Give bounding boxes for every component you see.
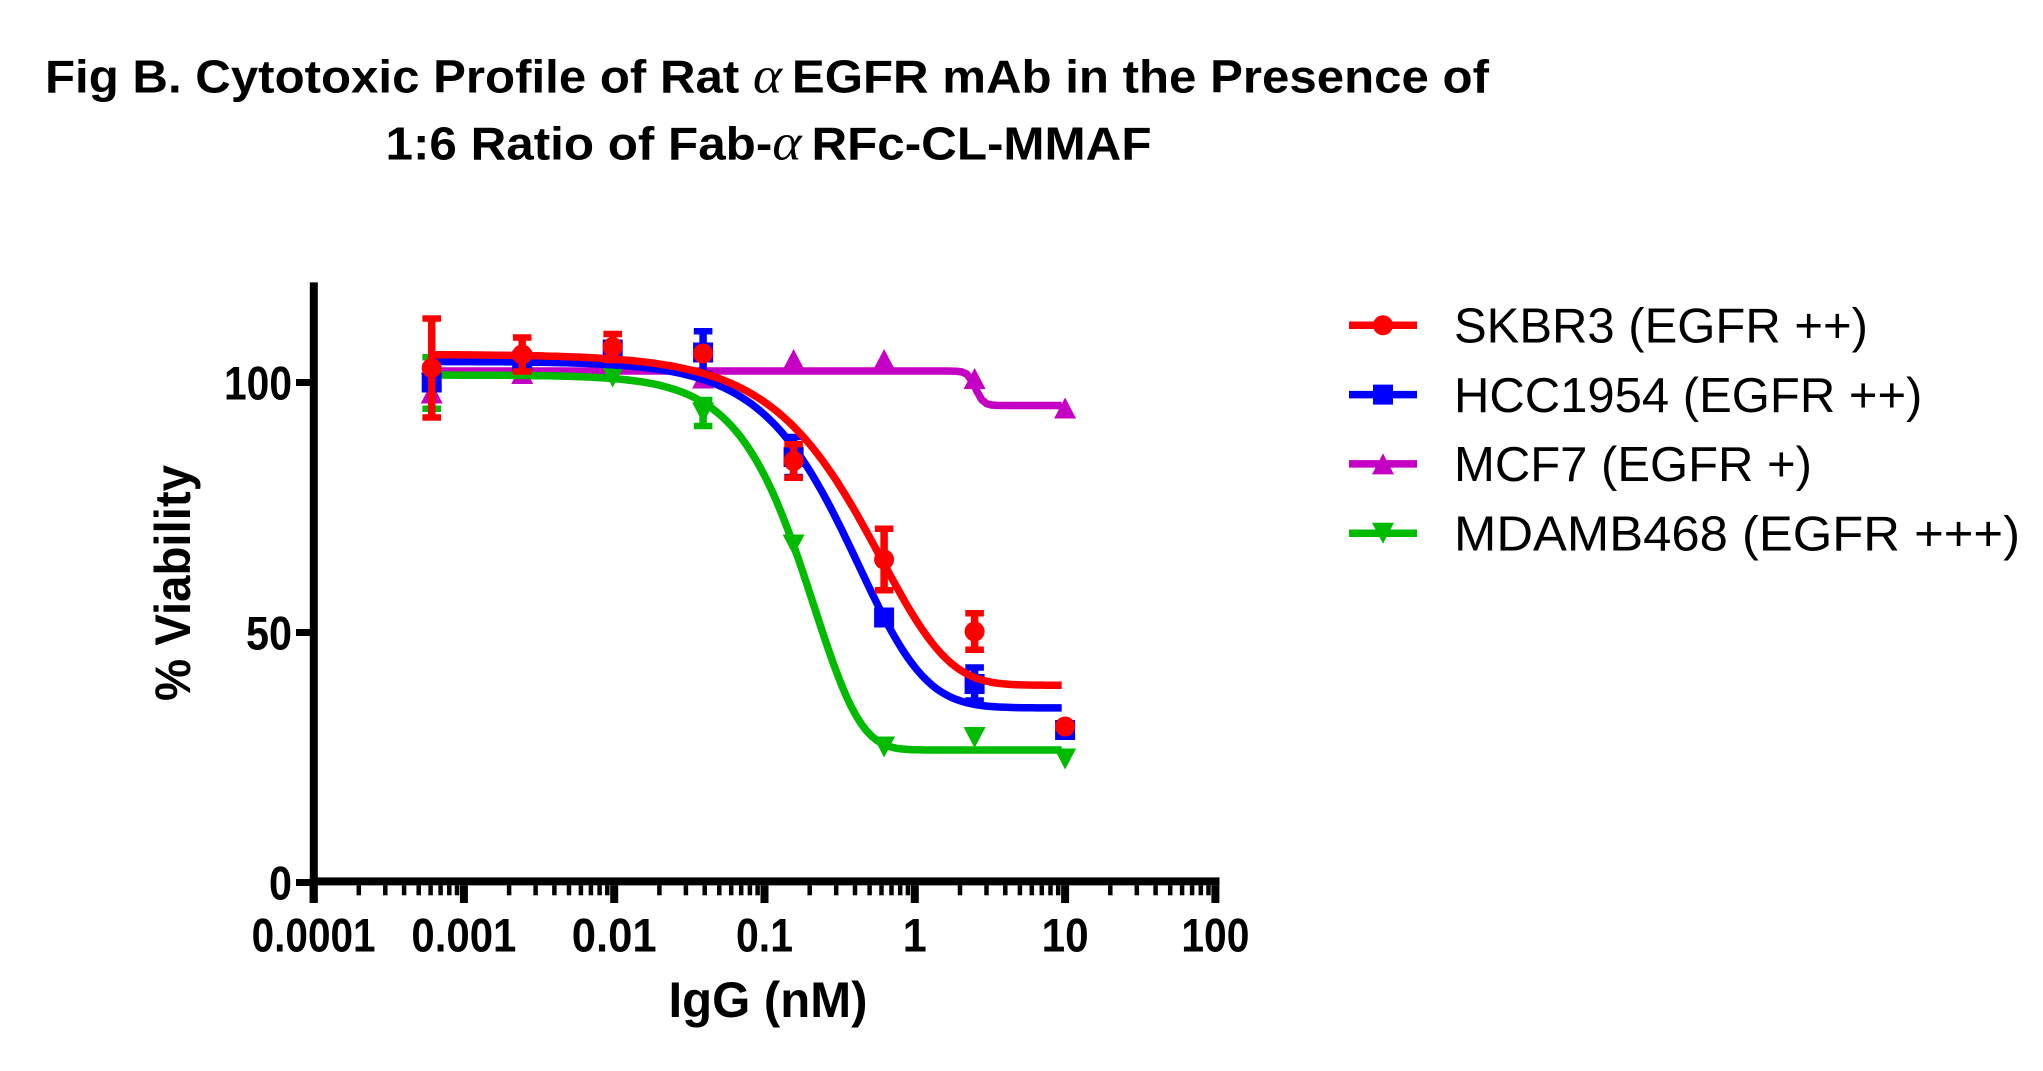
svg-text:MCF7 (EGFR +): MCF7 (EGFR +) (1454, 438, 1812, 492)
svg-text:SKBR3 (EGFR ++): SKBR3 (EGFR ++) (1454, 300, 1868, 354)
svg-text:IgG (nM): IgG (nM) (669, 972, 868, 1028)
svg-text:% Viability: % Viability (145, 465, 201, 701)
svg-text:50: 50 (246, 607, 292, 660)
svg-text:0.1: 0.1 (736, 909, 793, 962)
svg-text:0.001: 0.001 (411, 909, 516, 962)
svg-text:100: 100 (224, 357, 292, 410)
svg-text:100: 100 (1181, 909, 1249, 962)
svg-text:1: 1 (903, 909, 927, 962)
svg-text:1:6 Ratio of Fab-α RFc-CL-MMAF: 1:6 Ratio of Fab-α RFc-CL-MMAF (386, 115, 1152, 172)
svg-text:0.0001: 0.0001 (252, 909, 376, 962)
svg-text:10: 10 (1042, 909, 1089, 962)
svg-text:0: 0 (269, 857, 292, 910)
svg-text:0.01: 0.01 (572, 909, 657, 962)
svg-text:MDAMB468 (EGFR +++): MDAMB468 (EGFR +++) (1454, 508, 2020, 562)
svg-text:HCC1954 (EGFR ++): HCC1954 (EGFR ++) (1454, 369, 1922, 423)
svg-text:Fig B. Cytotoxic Profile of Ra: Fig B. Cytotoxic Profile of Rat α EGFR m… (45, 48, 1490, 105)
